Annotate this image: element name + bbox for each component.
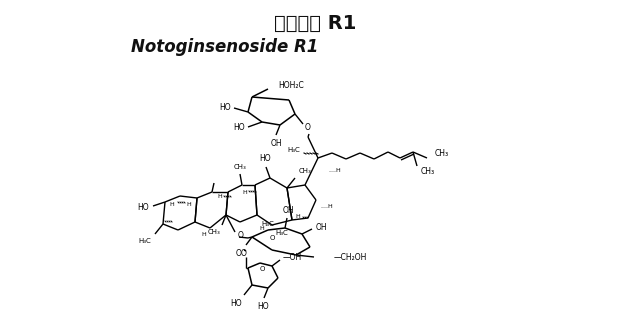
Text: H: H <box>295 214 300 218</box>
Text: HOH₂C: HOH₂C <box>278 81 304 90</box>
Text: —CH₂OH: —CH₂OH <box>334 253 367 262</box>
Text: O: O <box>241 249 247 258</box>
Text: CH₃: CH₃ <box>421 167 435 177</box>
Text: H: H <box>243 191 247 196</box>
Text: HO: HO <box>233 124 245 133</box>
Text: HO: HO <box>259 154 271 163</box>
Text: CH₃: CH₃ <box>207 229 220 235</box>
Text: HO: HO <box>137 203 149 211</box>
Text: OH: OH <box>270 139 282 148</box>
Text: O: O <box>305 124 311 133</box>
Text: H₃C: H₃C <box>287 147 300 153</box>
Text: CH₃: CH₃ <box>435 148 449 158</box>
Text: OH: OH <box>316 223 328 232</box>
Text: H: H <box>260 225 264 230</box>
Text: HO: HO <box>219 102 231 112</box>
Text: Notoginsenoside R1: Notoginsenoside R1 <box>131 38 319 56</box>
Text: HO: HO <box>257 302 269 311</box>
Text: O: O <box>238 230 244 240</box>
Text: H₃C: H₃C <box>261 221 274 227</box>
Text: H₃C: H₃C <box>138 238 151 244</box>
Text: H: H <box>169 202 174 206</box>
Text: O: O <box>260 266 265 272</box>
Text: —OH: —OH <box>283 254 302 262</box>
Text: ....H: ....H <box>320 204 333 209</box>
Text: CH₃: CH₃ <box>234 164 246 170</box>
Text: HO: HO <box>231 299 242 308</box>
Text: O: O <box>269 235 275 241</box>
Text: O: O <box>235 249 241 257</box>
Text: OH: OH <box>282 206 294 215</box>
Text: H₃C: H₃C <box>275 230 288 236</box>
Text: 三七皂苷 R1: 三七皂苷 R1 <box>274 14 356 33</box>
Text: H: H <box>217 195 222 199</box>
Text: ....H: ....H <box>328 167 341 172</box>
Text: H: H <box>201 231 206 236</box>
Text: H: H <box>186 202 191 206</box>
Text: CH₃: CH₃ <box>299 168 312 174</box>
